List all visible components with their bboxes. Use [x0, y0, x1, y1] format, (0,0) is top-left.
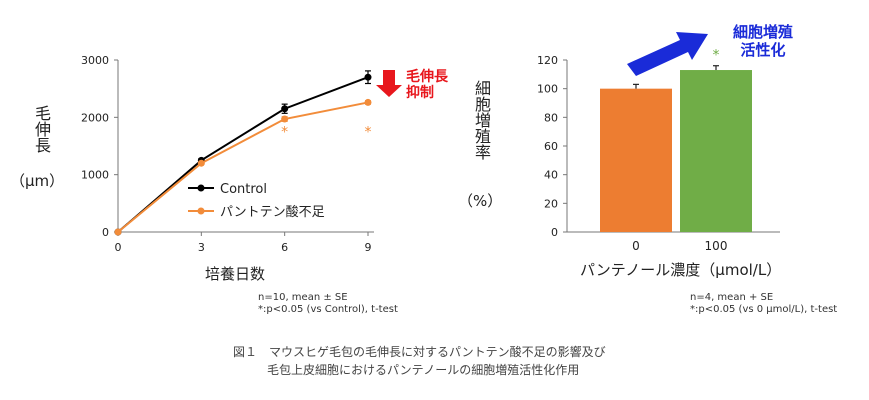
figure-caption-line-2: 毛包上皮細胞におけるパンテノールの細胞増殖活性化作用 [267, 363, 580, 377]
right-note-2: *:p<0.05 (vs 0 μmol/L), t-test [690, 304, 838, 315]
left-note-1: n=10, mean ± SE [258, 292, 348, 303]
legend-label: パントテン酸不足 [220, 205, 325, 220]
right-y-tick-label: 80 [544, 111, 558, 124]
right-xlabel: パンテノール濃度（μmol/L） [580, 261, 782, 279]
data-point [281, 115, 289, 123]
right-x-tick-label: 0 [632, 239, 640, 253]
significance-star: * [365, 125, 372, 141]
bar-0 [600, 88, 672, 233]
left-annotation: 毛伸長 抑制 [406, 69, 448, 101]
left-y-tick-label: 0 [102, 226, 109, 239]
right-y-tick-label: 120 [537, 54, 558, 67]
right-yunit: （%） [458, 192, 503, 210]
right-y-tick-label: 0 [551, 226, 558, 239]
left-x-tick-label: 0 [115, 241, 122, 254]
data-point [364, 98, 372, 106]
left-y-tick-label: 2000 [81, 111, 109, 124]
left-x-tick-label: 9 [365, 241, 372, 254]
data-point [197, 159, 205, 167]
significance-star: * [281, 125, 288, 141]
legend-swatch-marker [197, 184, 205, 192]
right-x-tick-label: 100 [705, 239, 728, 253]
left-yunit: （μm） [10, 172, 65, 190]
blue-up-arrow-icon [627, 32, 708, 76]
red-down-arrow-icon [376, 70, 402, 97]
series-line-0 [117, 76, 369, 233]
right-annotation-text: 細胞増殖 活性化 [733, 23, 794, 59]
data-point [114, 228, 122, 236]
right-y-tick-label: 40 [544, 169, 558, 182]
left-note-2: *:p<0.05 (vs Control), t-test [258, 304, 398, 315]
left-x-tick-label: 3 [198, 241, 205, 254]
legend-label: Control [220, 182, 267, 197]
left-xlabel: 培養日数 [205, 265, 266, 283]
bar-100 [680, 70, 752, 233]
left-x-tick-label: 6 [281, 241, 288, 254]
data-point [364, 73, 372, 81]
left-y-tick-label: 1000 [81, 169, 109, 182]
left-annotation-text: 毛伸長 抑制 [406, 69, 448, 101]
left-y-tick-label: 3000 [81, 54, 109, 67]
right-y-tick-label: 20 [544, 197, 558, 210]
legend-swatch-marker [197, 207, 205, 215]
right-note-1: n=4, mean + SE [690, 292, 774, 303]
left-ylabel: 毛伸長 [32, 105, 51, 153]
right-y-tick-label: 60 [544, 140, 558, 153]
significance-star: * [713, 48, 720, 64]
right-annotation: 細胞増殖 活性化 [733, 23, 793, 59]
right-y-tick-label: 100 [537, 83, 558, 96]
figure-caption-line-1: 図１ マウスヒゲ毛包の毛伸長に対するパントテン酸不足の影響及び [233, 345, 606, 359]
series-line-1 [117, 101, 369, 233]
right-ylabel: 細胞増殖率 [472, 80, 491, 160]
data-point [281, 105, 289, 113]
